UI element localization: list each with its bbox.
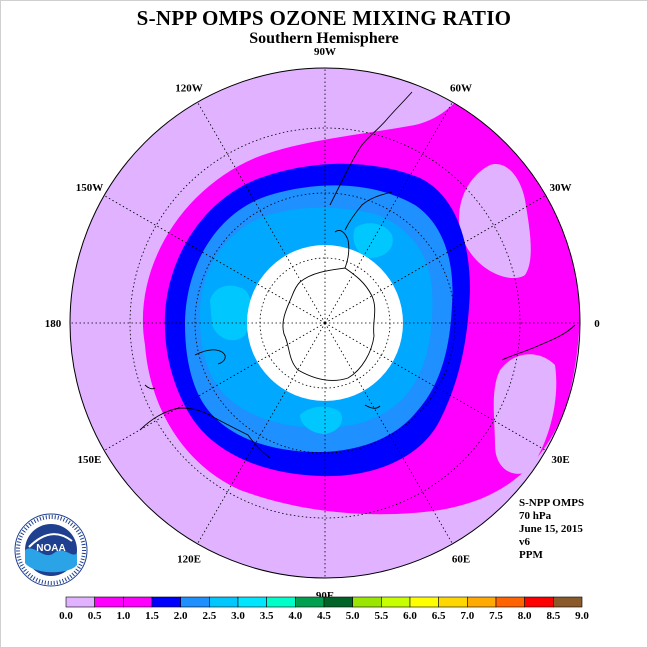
colorbar-label: 0.5: [88, 610, 102, 622]
colorbar-label: 8.0: [518, 610, 532, 622]
level-3-0-patch-north: [353, 223, 393, 258]
longitude-label: 150W: [76, 182, 104, 194]
colorbar-swatch: [438, 596, 468, 608]
colorbar-label: 7.5: [489, 610, 503, 622]
info-version: v6: [519, 536, 530, 548]
colorbar-label: 2.5: [202, 610, 216, 622]
meridian-line: [324, 322, 453, 545]
noaa-logo: NOAA: [14, 513, 88, 587]
colorbar-label: 4.0: [288, 610, 302, 622]
colorbar-swatch: [295, 596, 325, 608]
colorbar-swatch: [323, 596, 353, 608]
colorbar-label: 0.0: [59, 610, 73, 622]
info-block: S-NPP OMPS 70 hPa June 15, 2015 v6 PPM: [519, 497, 584, 562]
antarctic-peninsula-coast: [334, 229, 350, 269]
indian-ocean-islands: [144, 384, 381, 409]
colorbar-label: 5.0: [346, 610, 360, 622]
meridian-line: [197, 322, 326, 545]
latitude-circle: [129, 127, 521, 519]
colorbar-label: 1.0: [116, 610, 130, 622]
noaa-logo-text: NOAA: [36, 543, 65, 554]
longitude-label: 30E: [551, 454, 569, 466]
africa-coast: [501, 324, 576, 361]
colorbar-swatch: [495, 596, 525, 608]
colorbar-label: 4.5: [317, 610, 331, 622]
colorbar-swatch: [409, 596, 439, 608]
meridian-line: [103, 322, 326, 451]
antarctica-coast: [282, 267, 376, 381]
colorbar-swatch: [352, 596, 382, 608]
latitude-circle: [194, 192, 456, 454]
longitude-label: 0: [594, 318, 600, 330]
colorbar-label: 3.0: [231, 610, 245, 622]
colorbar-swatch: [209, 596, 239, 608]
colorbar-label: 5.5: [374, 610, 388, 622]
colorbar-boxes: [65, 596, 583, 608]
meridian-line: [103, 195, 326, 324]
longitude-label: 60E: [452, 554, 470, 566]
longitude-label: 180: [45, 318, 62, 330]
map-subtitle: Southern Hemisphere: [249, 30, 399, 47]
longitude-label: 60W: [450, 82, 472, 94]
colorbar-swatch: [123, 596, 153, 608]
longitude-label: 90W: [314, 46, 336, 58]
colorbar-swatch: [94, 596, 124, 608]
colorbar-swatch: [553, 596, 583, 608]
info-date: June 15, 2015: [519, 523, 583, 535]
colorbar-label: 1.5: [145, 610, 159, 622]
map-boundary: [69, 67, 581, 579]
colorbar-label: 2.0: [174, 610, 188, 622]
level-3-0-patch-west: [210, 285, 252, 341]
colorbar-swatch: [180, 596, 210, 608]
map-title: S-NPP OMPS OZONE MIXING RATIO: [136, 6, 512, 30]
colorbar-swatch: [65, 596, 95, 608]
info-level: 70 hPa: [519, 510, 552, 522]
south-pole-marker: [323, 321, 327, 325]
meridian-line: [324, 322, 547, 451]
south-america-coast: [329, 91, 413, 231]
colorbar-swatch: [237, 596, 267, 608]
meridian-line: [324, 101, 453, 324]
longitude-label: 120E: [177, 554, 201, 566]
new-zealand-coast: [194, 349, 226, 365]
longitude-label: 150E: [78, 454, 102, 466]
level-0-5-lobe-east: [459, 164, 531, 278]
colorbar-label: 8.5: [546, 610, 560, 622]
colorbar-label: 3.5: [260, 610, 274, 622]
coastlines: [139, 91, 576, 459]
longitude-label: 30W: [550, 182, 572, 194]
meridian-lines: [70, 68, 580, 578]
colorbar-swatch: [381, 596, 411, 608]
colorbar-label: 7.0: [460, 610, 474, 622]
level-3-0-patch-south: [300, 406, 343, 434]
colorbar-swatch: [467, 596, 497, 608]
info-units: PPM: [519, 549, 543, 561]
meridian-line: [197, 101, 326, 324]
colorbar-swatch: [266, 596, 296, 608]
longitude-label: 120W: [175, 82, 203, 94]
colorbar-label: 6.0: [403, 610, 417, 622]
meridian-line: [324, 195, 547, 324]
australia-coast: [139, 407, 271, 459]
level-0-5-lobe-southeast: [493, 354, 557, 474]
colorbar-label: 6.5: [432, 610, 446, 622]
colorbar-label: 9.0: [575, 610, 589, 622]
info-instrument: S-NPP OMPS: [519, 497, 585, 509]
colorbar-labels: 0.0 0.5 1.0 1.5 2.0 2.5 3.0 3.5 4.0 4.5 5.0 5.5 6.0 6…: [59, 610, 589, 622]
colorbar-swatch: [524, 596, 554, 608]
colorbar-swatch: [151, 596, 181, 608]
